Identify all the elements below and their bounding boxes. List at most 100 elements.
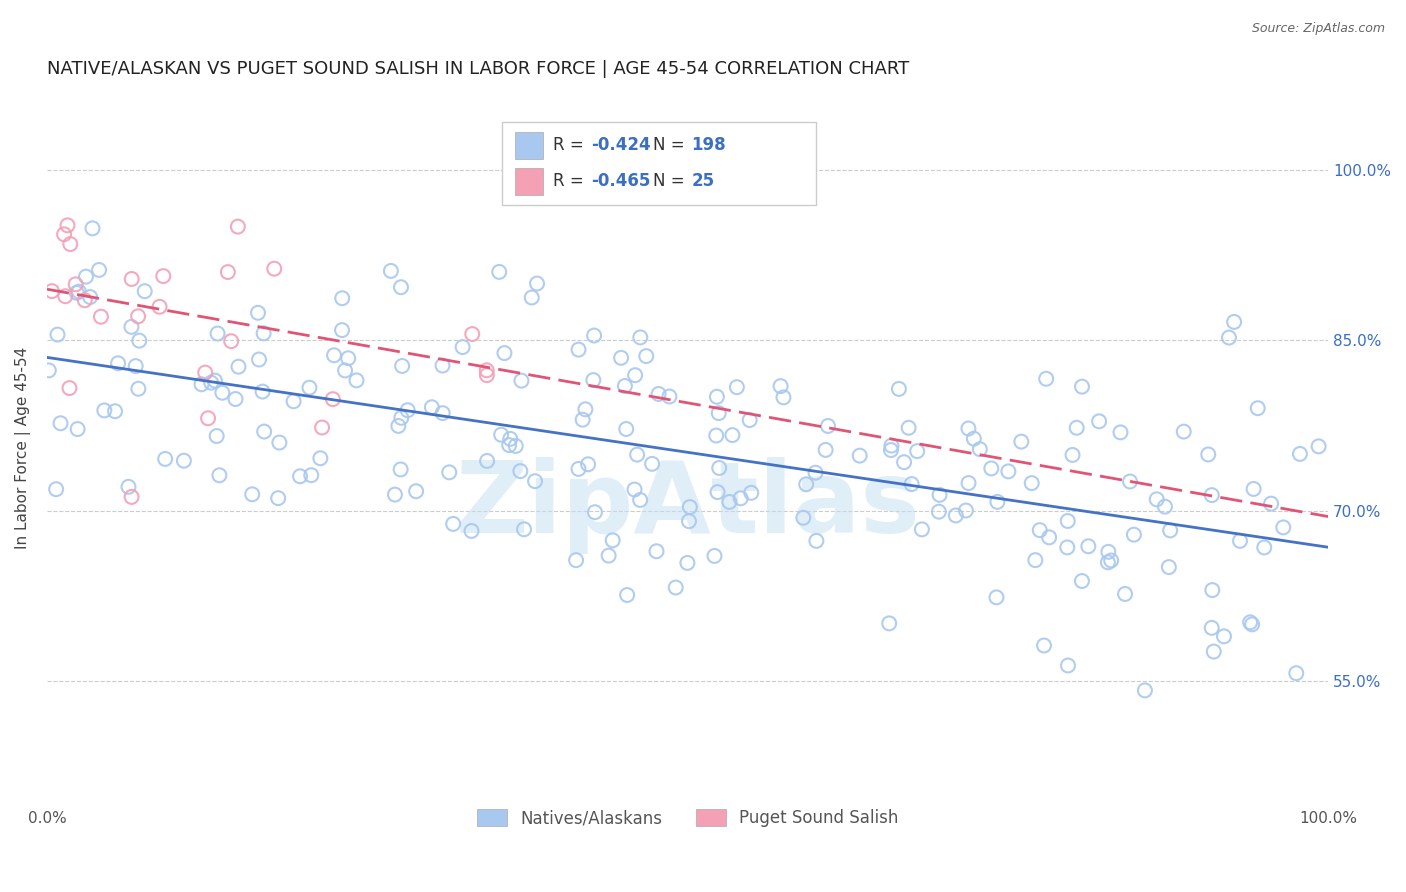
Point (1229, 533, 1251, 548)
Point (90, 310, 112, 324)
Text: 25: 25 (692, 172, 714, 190)
Point (707, 406, 730, 420)
Text: 198: 198 (692, 136, 725, 154)
FancyBboxPatch shape (515, 132, 543, 159)
Point (1122, 527, 1144, 541)
Point (432, 406, 454, 420)
Point (583, 328, 606, 343)
Point (610, 351, 633, 365)
Point (247, 306, 270, 320)
Point (893, 455, 915, 469)
Point (211, 385, 233, 400)
Point (224, 392, 246, 406)
Point (475, 454, 498, 468)
Point (510, 374, 533, 388)
Point (1201, 488, 1223, 502)
Point (928, 505, 950, 519)
Point (263, 261, 285, 276)
Point (658, 390, 681, 404)
Point (513, 522, 536, 536)
Point (1157, 560, 1180, 574)
Point (509, 464, 531, 478)
Point (1213, 629, 1236, 643)
Point (219, 334, 242, 348)
Point (628, 330, 651, 344)
Point (679, 500, 702, 514)
Point (574, 402, 596, 417)
Point (253, 425, 276, 439)
Point (1202, 644, 1225, 658)
Point (441, 516, 464, 531)
Point (957, 421, 980, 435)
Point (38, 363, 60, 377)
Point (676, 556, 699, 570)
Point (127, 310, 149, 324)
Point (772, 390, 794, 404)
Point (626, 448, 648, 462)
Point (1197, 447, 1219, 461)
Point (703, 549, 725, 563)
Point (880, 439, 903, 453)
Text: NATIVE/ALASKAN VS PUGET SOUND SALISH IN LABOR FORCE | AGE 45-54 CORRELATION CHAR: NATIVE/ALASKAN VS PUGET SOUND SALISH IN … (46, 60, 910, 78)
Point (432, 359, 454, 373)
Point (1159, 524, 1181, 538)
Point (877, 616, 900, 631)
Point (567, 462, 589, 476)
Point (1109, 425, 1132, 440)
Point (322, 392, 344, 406)
Point (598, 549, 620, 563)
Point (806, 533, 828, 548)
Point (1097, 555, 1119, 569)
Point (955, 503, 977, 517)
Point (346, 373, 368, 387)
Point (82, 221, 104, 235)
Point (794, 477, 817, 491)
Point (1119, 475, 1142, 489)
Point (1062, 448, 1084, 462)
Point (494, 346, 516, 360)
Point (323, 348, 346, 362)
Point (709, 461, 731, 475)
Point (134, 284, 156, 298)
Point (59, 237, 82, 252)
Point (499, 432, 522, 446)
Point (730, 491, 752, 506)
Point (439, 466, 461, 480)
Point (247, 352, 270, 367)
Point (79, 290, 101, 304)
Point (980, 461, 1002, 475)
Point (1066, 421, 1088, 435)
Point (117, 480, 139, 494)
Point (283, 394, 305, 409)
Point (721, 428, 744, 442)
Point (1201, 621, 1223, 635)
Legend: Natives/Alaskans, Puget Sound Salish: Natives/Alaskans, Puget Sound Salish (470, 803, 905, 834)
Point (1024, 553, 1046, 567)
Point (267, 491, 290, 505)
Point (309, 451, 332, 466)
Point (1289, 447, 1312, 461)
Point (389, 410, 412, 425)
Point (1029, 523, 1052, 537)
Point (576, 458, 599, 472)
Point (582, 373, 605, 387)
Point (46, 327, 69, 342)
Point (333, 363, 356, 377)
Point (65, 277, 87, 292)
Point (1272, 520, 1295, 534)
Point (208, 468, 231, 483)
Point (1097, 545, 1119, 559)
Point (623, 483, 645, 497)
Point (389, 462, 412, 476)
Text: -0.424: -0.424 (592, 136, 651, 154)
Text: R =: R = (553, 136, 589, 154)
Point (204, 374, 226, 388)
Point (194, 366, 217, 380)
Point (567, 343, 589, 357)
Point (963, 432, 986, 446)
Point (93, 403, 115, 417)
Point (475, 363, 498, 377)
Point (986, 495, 1008, 509)
Point (288, 469, 311, 483)
Point (1223, 315, 1246, 329)
